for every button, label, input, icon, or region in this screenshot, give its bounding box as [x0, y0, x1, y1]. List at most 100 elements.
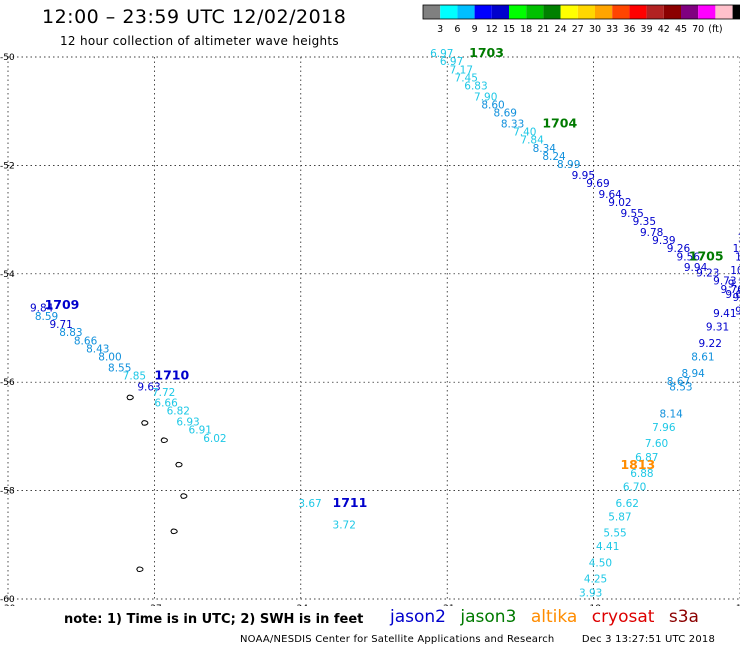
- color-swatch: [629, 5, 647, 19]
- color-scale-label: 15: [503, 24, 515, 35]
- swh-value-label: 9.02: [608, 197, 631, 209]
- color-swatch: [595, 5, 613, 19]
- pass-number-label: 1711: [333, 495, 368, 510]
- color-swatch: [526, 5, 544, 19]
- lon-tick-label: -30: [1, 604, 16, 606]
- swh-value-label: 9.62: [725, 289, 740, 301]
- color-scale-label: 27: [572, 24, 584, 35]
- color-scale-label: 36: [623, 24, 635, 35]
- legend-altika: altika: [530, 607, 578, 627]
- swh-value-label: 8.69: [494, 108, 517, 120]
- swh-value-label: 7.96: [652, 422, 676, 434]
- swh-value-label: 9.64: [598, 189, 622, 201]
- island-outline: [141, 420, 149, 426]
- color-scale-label: 6: [454, 24, 460, 35]
- color-swatch: [509, 5, 527, 19]
- swh-value-label: 9.69: [586, 178, 609, 190]
- color-swatch: [681, 5, 699, 19]
- pass-number-label: 1705: [689, 248, 724, 263]
- color-swatch: [715, 5, 733, 19]
- swh-value-label: 9.56: [677, 251, 701, 263]
- color-scale-border: [422, 4, 740, 20]
- swh-value-label: 8.67: [667, 376, 690, 388]
- color-scale-label: 3: [437, 24, 443, 35]
- swh-value-label: 7.60: [645, 438, 668, 450]
- map-title: 12:00 – 23:59 UTC 12/02/2018: [42, 6, 347, 28]
- footer-credit: NOAA/NESDIS Center for Satellite Applica…: [240, 634, 555, 645]
- island-outline: [180, 493, 188, 499]
- lat-tick-label: -60: [0, 595, 15, 605]
- lon-tick-label: -27: [147, 604, 162, 606]
- swh-color-scale: 3 6 9 12 15 18 21 24 27 30 33 36 39 42 45 70 (ft): [422, 4, 740, 35]
- swh-value-label: 9.71: [49, 319, 72, 331]
- swh-value-label: 4.25: [584, 574, 607, 586]
- swh-value-label: 9.55: [620, 208, 643, 220]
- swh-value-label: 4.50: [589, 557, 612, 569]
- color-scale-label: 33: [606, 24, 618, 35]
- color-swatch: [698, 5, 716, 19]
- footer: NOAA/NESDIS Center for Satellite Applica…: [240, 634, 715, 645]
- color-scale-label: 42: [658, 24, 670, 35]
- island-outline: [170, 528, 178, 535]
- island-outline: [160, 437, 168, 444]
- color-scale-label: 39: [641, 24, 653, 35]
- color-swatch: [491, 5, 509, 19]
- swh-value-label: 9.23: [696, 268, 719, 280]
- swh-value-label: 8.61: [691, 352, 714, 364]
- map-subtitle: 12 hour collection of altimeter wave hei…: [60, 34, 339, 48]
- swh-value-label: 3.93: [579, 587, 602, 599]
- color-swatch: [663, 5, 681, 19]
- pass-number-label: 1813: [620, 457, 655, 472]
- swh-value-label: 8.99: [557, 159, 580, 171]
- track: 9.41 9.31 9.22 8.61 8.948.538.67 8.14 7.96 7.60…: [579, 308, 737, 599]
- color-swatch: [457, 5, 475, 19]
- swh-value-label: 10.26: [730, 265, 740, 277]
- lat-tick-label: -54: [0, 270, 15, 280]
- swh-value-label: 10.4: [735, 251, 740, 263]
- swh-value-label: 7.72: [152, 387, 175, 399]
- swh-value-label: 9.39: [652, 235, 675, 247]
- footer-timestamp: Dec 3 13:27:51 UTC 2018: [581, 634, 716, 645]
- lon-tick-label: -24: [293, 604, 308, 606]
- swh-value-label: 8.34: [533, 143, 557, 155]
- swh-value-label: 6.88: [630, 468, 653, 480]
- track: 3.67 3.72: [298, 498, 356, 532]
- swh-value-label: 8.53: [669, 381, 692, 393]
- swh-value-label: 6.82: [167, 406, 190, 418]
- swh-value-label: 10: [733, 243, 740, 255]
- lat-tick-label: -58: [0, 487, 15, 497]
- swh-value-label: 9.78: [640, 227, 663, 239]
- swh-value-label: 9.41: [713, 308, 736, 320]
- swh-value-label: 8.59: [35, 311, 58, 323]
- swh-value-label: 6.87: [635, 452, 658, 464]
- swh-value-label: 7.40: [513, 127, 536, 139]
- swh-value-label: 9.95: [572, 170, 595, 182]
- swh-value-label: 8.43: [86, 343, 109, 355]
- altimeter-map: -30 -27 -24 -21 -18 -15 -50 -52 -54 -56 -58 -60 6.97…: [0, 45, 740, 606]
- swh-value-label: 6.93: [176, 417, 199, 429]
- swh-value-label: 8.33: [501, 118, 524, 130]
- pass-number-label: 1704: [542, 115, 577, 130]
- color-swatch: [577, 5, 595, 19]
- swh-value-label: 5.55: [603, 528, 626, 540]
- lon-tick-label: -15: [733, 604, 740, 606]
- swh-value-label: 9.22: [699, 338, 722, 350]
- color-swatch: [560, 5, 578, 19]
- color-swatch: [646, 5, 664, 19]
- color-scale-label: 70: [692, 24, 704, 35]
- swh-value-label: 8.94: [681, 368, 705, 380]
- swh-value-label: 3.72: [333, 520, 356, 532]
- lat-tick-label: -56: [0, 378, 15, 388]
- swh-value-label: 9.24: [733, 292, 740, 304]
- swh-value-label: 8.55: [108, 362, 131, 374]
- swh-value-label: 7.17: [450, 64, 473, 76]
- swh-value-label: 9.94: [684, 262, 708, 274]
- pass-number-label: 1710: [154, 367, 189, 382]
- swh-value-label: 9.84: [30, 303, 54, 315]
- swh-value-label: 6.02: [203, 433, 226, 445]
- legend-cryosat: cryosat: [591, 607, 655, 627]
- lon-tick-label: -21: [440, 604, 455, 606]
- pass-number-label: 1709: [45, 297, 80, 312]
- island-outline: [136, 566, 144, 573]
- color-scale-label: (ft): [708, 24, 722, 35]
